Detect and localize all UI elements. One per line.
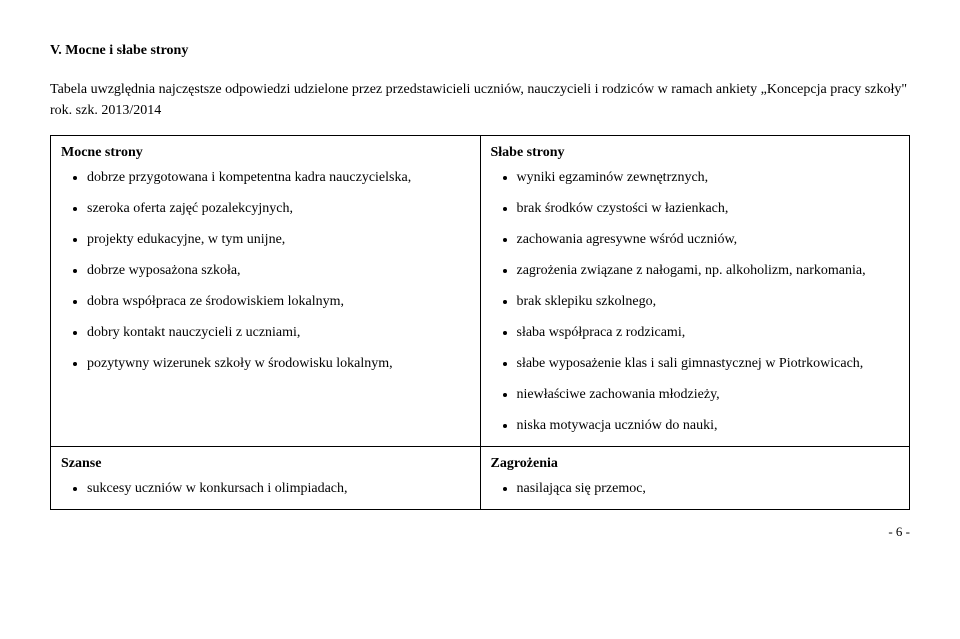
list-item: brak sklepiku szkolnego, <box>517 291 900 312</box>
list-item: dobrze wyposażona szkoła, <box>87 260 470 281</box>
list-item: zagrożenia związane z nałogami, np. alko… <box>517 260 900 281</box>
list-item: dobrze przygotowana i kompetentna kadra … <box>87 167 470 188</box>
list-item: brak środków czystości w łazienkach, <box>517 198 900 219</box>
section-heading: V. Mocne i słabe strony <box>50 40 910 61</box>
list-mocne: dobrze przygotowana i kompetentna kadra … <box>61 167 470 374</box>
list-slabe: wyniki egzaminów zewnętrznych, brak środ… <box>491 167 900 436</box>
list-item: pozytywny wizerunek szkoły w środowisku … <box>87 353 470 374</box>
intro-paragraph: Tabela uwzględnia najczęstsze odpowiedzi… <box>50 79 910 121</box>
cell-szanse: Szanse sukcesy uczniów w konkursach i ol… <box>51 447 481 510</box>
cell-slabe-strony: Słabe strony wyniki egzaminów zewnętrzny… <box>480 136 910 447</box>
cell-title-slabe: Słabe strony <box>491 142 900 163</box>
list-zagrozenia: nasilająca się przemoc, <box>491 478 900 499</box>
swot-table: Mocne strony dobrze przygotowana i kompe… <box>50 135 910 510</box>
cell-zagrozenia: Zagrożenia nasilająca się przemoc, <box>480 447 910 510</box>
cell-mocne-strony: Mocne strony dobrze przygotowana i kompe… <box>51 136 481 447</box>
list-item: niewłaściwe zachowania młodzieży, <box>517 384 900 405</box>
list-item: projekty edukacyjne, w tym unijne, <box>87 229 470 250</box>
cell-title-mocne: Mocne strony <box>61 142 470 163</box>
list-item: niska motywacja uczniów do nauki, <box>517 415 900 436</box>
list-item: słaba współpraca z rodzicami, <box>517 322 900 343</box>
list-item: dobra współpraca ze środowiskiem lokalny… <box>87 291 470 312</box>
list-item: szeroka oferta zajęć pozalekcyjnych, <box>87 198 470 219</box>
list-item: dobry kontakt nauczycieli z uczniami, <box>87 322 470 343</box>
page-number: - 6 - <box>50 522 910 542</box>
list-item: nasilająca się przemoc, <box>517 478 900 499</box>
list-item: zachowania agresywne wśród uczniów, <box>517 229 900 250</box>
list-szanse: sukcesy uczniów w konkursach i olimpiada… <box>61 478 470 499</box>
cell-title-szanse: Szanse <box>61 453 470 474</box>
list-item: wyniki egzaminów zewnętrznych, <box>517 167 900 188</box>
list-item: słabe wyposażenie klas i sali gimnastycz… <box>517 353 900 374</box>
list-item: sukcesy uczniów w konkursach i olimpiada… <box>87 478 470 499</box>
cell-title-zagrozenia: Zagrożenia <box>491 453 900 474</box>
